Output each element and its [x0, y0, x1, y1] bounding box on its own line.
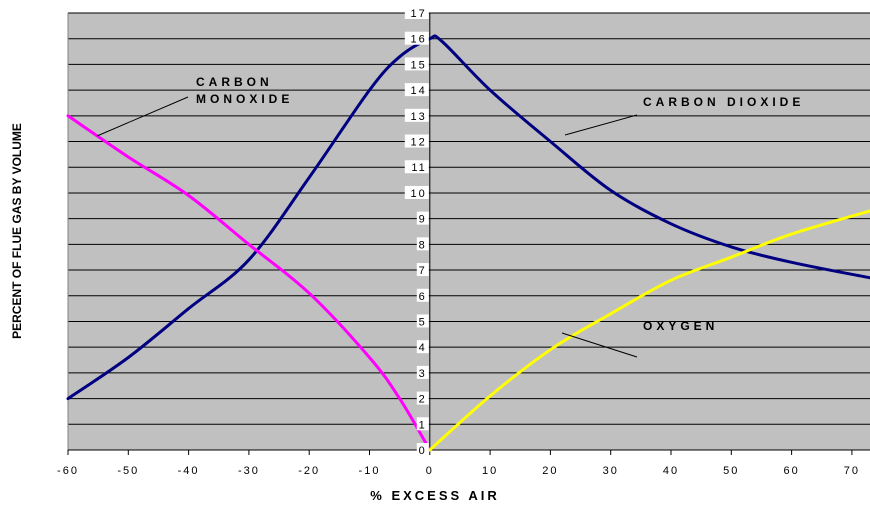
y-tick-label-bg: [416, 391, 429, 405]
x-tick-label: 10: [482, 465, 498, 477]
y-tick-label-bg: [416, 417, 429, 431]
x-axis-title: % EXCESS AIR: [370, 488, 499, 503]
series-lines: [66, 34, 870, 452]
x-tick-label: 70: [844, 465, 860, 477]
y-tick-label-bg: [416, 314, 429, 328]
carbon-dioxide-annotation: CARBON DIOXIDE: [643, 95, 804, 109]
annotation-leader-line: [561, 332, 638, 358]
annotation-leader-line: [564, 114, 638, 136]
y-tick-label: 5: [419, 316, 427, 328]
y-tick-label-bg: [404, 108, 429, 122]
x-tick-label: -10: [359, 465, 381, 477]
x-tick-label: -40: [178, 465, 200, 477]
x-tick-label: -30: [238, 465, 260, 477]
y-tick-label: 13: [411, 111, 427, 123]
x-tick-label: 30: [603, 465, 619, 477]
oxygen-annotation: OXYGEN: [643, 319, 718, 333]
y-tick-label-bg: [404, 160, 429, 174]
y-tick-label: 12: [411, 137, 427, 149]
x-tick-label: 50: [723, 465, 739, 477]
y-tick-label: 17: [411, 8, 427, 20]
carbon-dioxide-line: [66, 34, 870, 401]
y-tick-label: 6: [419, 291, 427, 303]
y-tick-label: 15: [411, 59, 427, 71]
plot-area: [68, 13, 870, 450]
x-tick-label: -20: [298, 465, 320, 477]
x-tick-label: 40: [663, 465, 679, 477]
y-tick-label-bg: [416, 365, 429, 379]
y-tick-label-bg: [416, 237, 429, 251]
carbon-monoxide-line: [66, 114, 432, 452]
y-tick-label: 8: [419, 239, 427, 251]
y-tick-label: 4: [419, 342, 427, 354]
x-tick-label: 20: [542, 465, 558, 477]
y-tick-label-bg: [416, 288, 429, 302]
y-tick-label-bg: [404, 83, 429, 97]
y-tick-label-bg: [404, 6, 429, 19]
y-tick-label: 14: [411, 85, 427, 97]
y-axis-title: PERCENT OF FLUE GAS BY VOLUME: [10, 123, 24, 339]
y-tick-label: 16: [411, 34, 427, 46]
y-tick-label: 2: [419, 394, 427, 406]
y-tick-label-bg: [404, 31, 429, 45]
x-tick-label: 0: [426, 465, 434, 477]
y-tick-label: 0: [419, 445, 427, 457]
x-tick-label: -60: [57, 465, 79, 477]
y-tick-label: 11: [411, 162, 426, 174]
y-tick-label: 1: [419, 419, 427, 431]
x-tick-label: -50: [117, 465, 139, 477]
carbon-monoxide-annotation: MONOXIDE: [196, 92, 293, 106]
y-tick-label-bg: [404, 134, 429, 148]
y-tick-label: 9: [419, 214, 427, 226]
oxygen-line: [428, 209, 870, 452]
x-tick-labels: -60 -50 -40 -30 -20 -10 0 10 20 30 40 50 60 70: [57, 465, 860, 477]
y-tick-label-bg: [404, 185, 429, 199]
y-tick-label-bg: [404, 57, 429, 71]
y-tick-label-bg: [416, 443, 429, 456]
x-tick-label: 60: [783, 465, 799, 477]
y-tick-label: 10: [411, 188, 427, 200]
annotations: CARBON MONOXIDE CARBON DIOXIDE OXYGEN: [96, 75, 804, 358]
y-tick-label: 3: [419, 368, 427, 380]
carbon-monoxide-annotation: CARBON: [196, 75, 273, 89]
y-tick-label-bg: [416, 211, 429, 225]
gridlines: [68, 12, 870, 451]
y-tick-label-bg: [416, 263, 429, 277]
annotation-leader-line: [96, 96, 189, 137]
y-tick-label: 7: [419, 265, 427, 277]
y-tick-label-bg: [416, 340, 429, 354]
axes: [67, 13, 870, 455]
